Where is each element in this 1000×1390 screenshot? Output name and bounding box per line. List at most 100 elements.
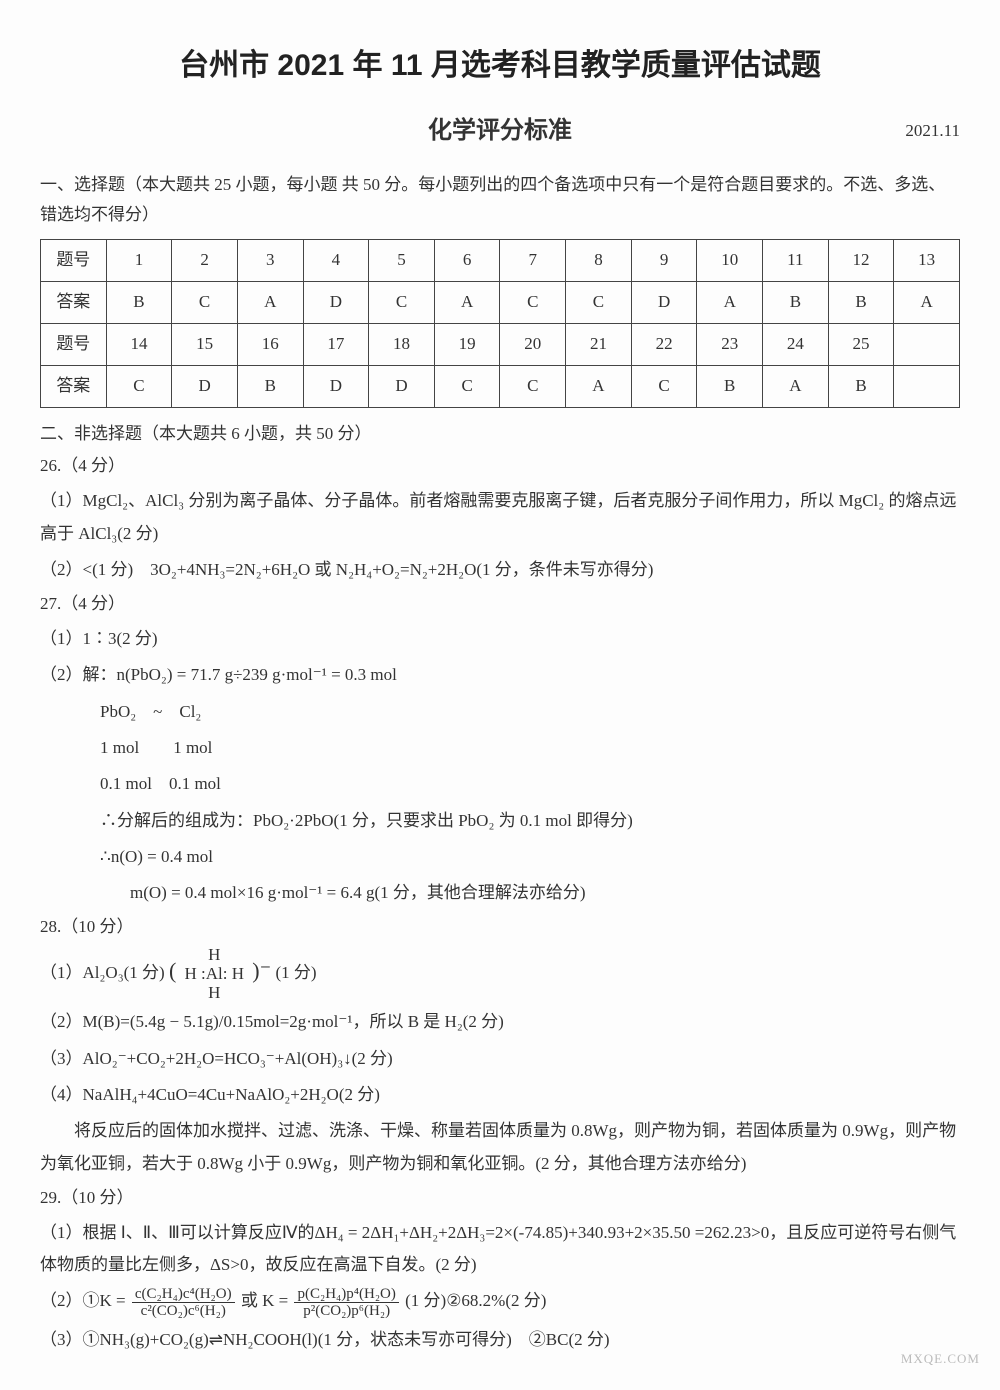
exam-date: 2021.11 [905, 117, 960, 146]
lewis-top: H [208, 945, 220, 964]
cell: C [106, 365, 172, 407]
q27-p2: （2）解：n(PbO₂) = 71.7 g÷239 g·mol⁻¹ = 0.3 … [40, 659, 960, 691]
page-title: 台州市 2021 年 11 月选考科目教学质量评估试题 [40, 40, 960, 91]
cell: 23 [697, 323, 763, 365]
cell [894, 323, 960, 365]
cell: 21 [566, 323, 632, 365]
section1-intro: 一、选择题（本大题共 25 小题，每小题 共 50 分。每小题列出的四个备选项中… [40, 170, 960, 231]
cell: A [566, 365, 632, 407]
subtitle: 化学评分标准 [428, 117, 572, 144]
cell: 12 [828, 239, 894, 281]
answer-table: 题号 1 2 3 4 5 6 7 8 9 10 11 12 13 答案 B C … [40, 239, 960, 408]
lewis-mid: H :Al: H [185, 964, 245, 983]
cell: A [763, 365, 829, 407]
subtitle-row: 化学评分标准 2021.11 [40, 111, 960, 152]
cell: D [172, 365, 238, 407]
q29-head: 29.（10 分） [40, 1184, 960, 1213]
q29-p2a: （2）①K = [40, 1291, 130, 1310]
q26-p1: （1）MgCl₂、AlCl₃ 分别为离子晶体、分子晶体。前者熔融需要克服离子键，… [40, 485, 960, 550]
section2-label: 二、非选择题（本大题共 6 小题，共 50 分） [40, 420, 960, 449]
q27-l4: ∴分解后的组成为：PbO₂·2PbO(1 分，只要求出 PbO₂ 为 0.1 m… [40, 805, 960, 837]
q28-head: 28.（10 分） [40, 913, 960, 942]
q29-p3: （3）①NH₃(g)+CO₂(g)⇌NH₂COOH(l)(1 分，状态未写亦可得… [40, 1324, 960, 1356]
q28-p2: （2）M(B)=(5.4g − 5.1g)/0.15mol=2g·mol⁻¹，所… [40, 1006, 960, 1038]
cell: 22 [631, 323, 697, 365]
cell: 18 [369, 323, 435, 365]
table-row: 答案 B C A D C A C C D A B B A [41, 281, 960, 323]
q27-l2: 1 mol 1 mol [40, 732, 960, 764]
cell: A [697, 281, 763, 323]
cell: C [434, 365, 500, 407]
cell: D [303, 365, 369, 407]
q28-p3: （3）AlO₂⁻+CO₂+2H₂O=HCO₃⁻+Al(OH)₃↓(2 分) [40, 1043, 960, 1075]
row-label: 答案 [41, 281, 107, 323]
cell: 14 [106, 323, 172, 365]
cell: 2 [172, 239, 238, 281]
cell: 8 [566, 239, 632, 281]
table-row: 答案 C D B D D C C A C B A B [41, 365, 960, 407]
footer-watermark: MXQE.COM [901, 1348, 980, 1370]
cell: 15 [172, 323, 238, 365]
q29-p2b: (1 分)②68.2%(2 分) [405, 1291, 546, 1310]
table-row: 题号 1 2 3 4 5 6 7 8 9 10 11 12 13 [41, 239, 960, 281]
cell: B [828, 281, 894, 323]
frac2-num: p(C₂H₄)p⁴(H₂O) [294, 1286, 398, 1304]
cell: 7 [500, 239, 566, 281]
cell: 9 [631, 239, 697, 281]
cell: A [894, 281, 960, 323]
row-label: 题号 [41, 323, 107, 365]
frac1-num: c(C₂H₄)c⁴(H₂O) [132, 1286, 235, 1304]
cell: D [303, 281, 369, 323]
cell: C [369, 281, 435, 323]
cell: 4 [303, 239, 369, 281]
q27-l5: ∴n(O) = 0.4 mol [40, 841, 960, 873]
cell: C [566, 281, 632, 323]
cell: 6 [434, 239, 500, 281]
q28-p1b: (1 分) [275, 963, 316, 982]
cell: 20 [500, 323, 566, 365]
frac2-den: p²(CO₂)p⁶(H₂) [294, 1303, 398, 1320]
frac1-den: c²(CO₂)c⁶(H₂) [132, 1303, 235, 1320]
table-row: 题号 14 15 16 17 18 19 20 21 22 23 24 25 [41, 323, 960, 365]
cell: C [172, 281, 238, 323]
q27: 27.（4 分） （1）1∶3(2 分) （2）解：n(PbO₂) = 71.7… [40, 590, 960, 909]
cell: A [237, 281, 303, 323]
cell: B [697, 365, 763, 407]
cell: B [106, 281, 172, 323]
cell: 17 [303, 323, 369, 365]
cell: 19 [434, 323, 500, 365]
q27-l6: m(O) = 0.4 mol×16 g·mol⁻¹ = 6.4 g(1 分，其他… [40, 877, 960, 909]
q28-p5: 将反应后的固体加水搅拌、过滤、洗涤、干燥、称量若固体质量为 0.8Wg，则产物为… [40, 1115, 960, 1180]
q29-p2mid: 或 K = [241, 1291, 293, 1310]
cell: 5 [369, 239, 435, 281]
cell: B [763, 281, 829, 323]
cell: 13 [894, 239, 960, 281]
q28: 28.（10 分） （1）Al₂O₃(1 分) ( H H :Al: H H )… [40, 913, 960, 1179]
lewis-bot: H [208, 983, 220, 1002]
row-label: 题号 [41, 239, 107, 281]
cell: D [369, 365, 435, 407]
cell: 1 [106, 239, 172, 281]
q27-l3: 0.1 mol 0.1 mol [40, 768, 960, 800]
q28-p1: （1）Al₂O₃(1 分) ( H H :Al: H H )⁻ (1 分) [40, 946, 960, 1002]
cell: 16 [237, 323, 303, 365]
row-label: 答案 [41, 365, 107, 407]
frac2: p(C₂H₄)p⁴(H₂O) p²(CO₂)p⁶(H₂) [294, 1286, 398, 1320]
cell [894, 365, 960, 407]
cell: C [631, 365, 697, 407]
q26-head: 26.（4 分） [40, 452, 960, 481]
cell: 10 [697, 239, 763, 281]
q29-p2: （2）①K = c(C₂H₄)c⁴(H₂O) c²(CO₂)c⁶(H₂) 或 K… [40, 1285, 960, 1319]
cell: 11 [763, 239, 829, 281]
q26-p2: （2）<(1 分) 3O₂+4NH₃=2N₂+6H₂O 或 N₂H₄+O₂=N₂… [40, 554, 960, 586]
cell: 24 [763, 323, 829, 365]
cell: C [500, 365, 566, 407]
q29-p1: （1）根据 Ⅰ、Ⅱ、Ⅲ可以计算反应Ⅳ的ΔH₄ = 2ΔH₁+ΔH₂+2ΔH₃=2… [40, 1217, 960, 1282]
q28-p4: （4）NaAlH₄+4CuO=4Cu+NaAlO₂+2H₂O(2 分) [40, 1079, 960, 1111]
cell: B [237, 365, 303, 407]
lewis-structure: H H :Al: H H [185, 946, 245, 1002]
cell: 3 [237, 239, 303, 281]
q27-head: 27.（4 分） [40, 590, 960, 619]
cell: B [828, 365, 894, 407]
cell: 25 [828, 323, 894, 365]
